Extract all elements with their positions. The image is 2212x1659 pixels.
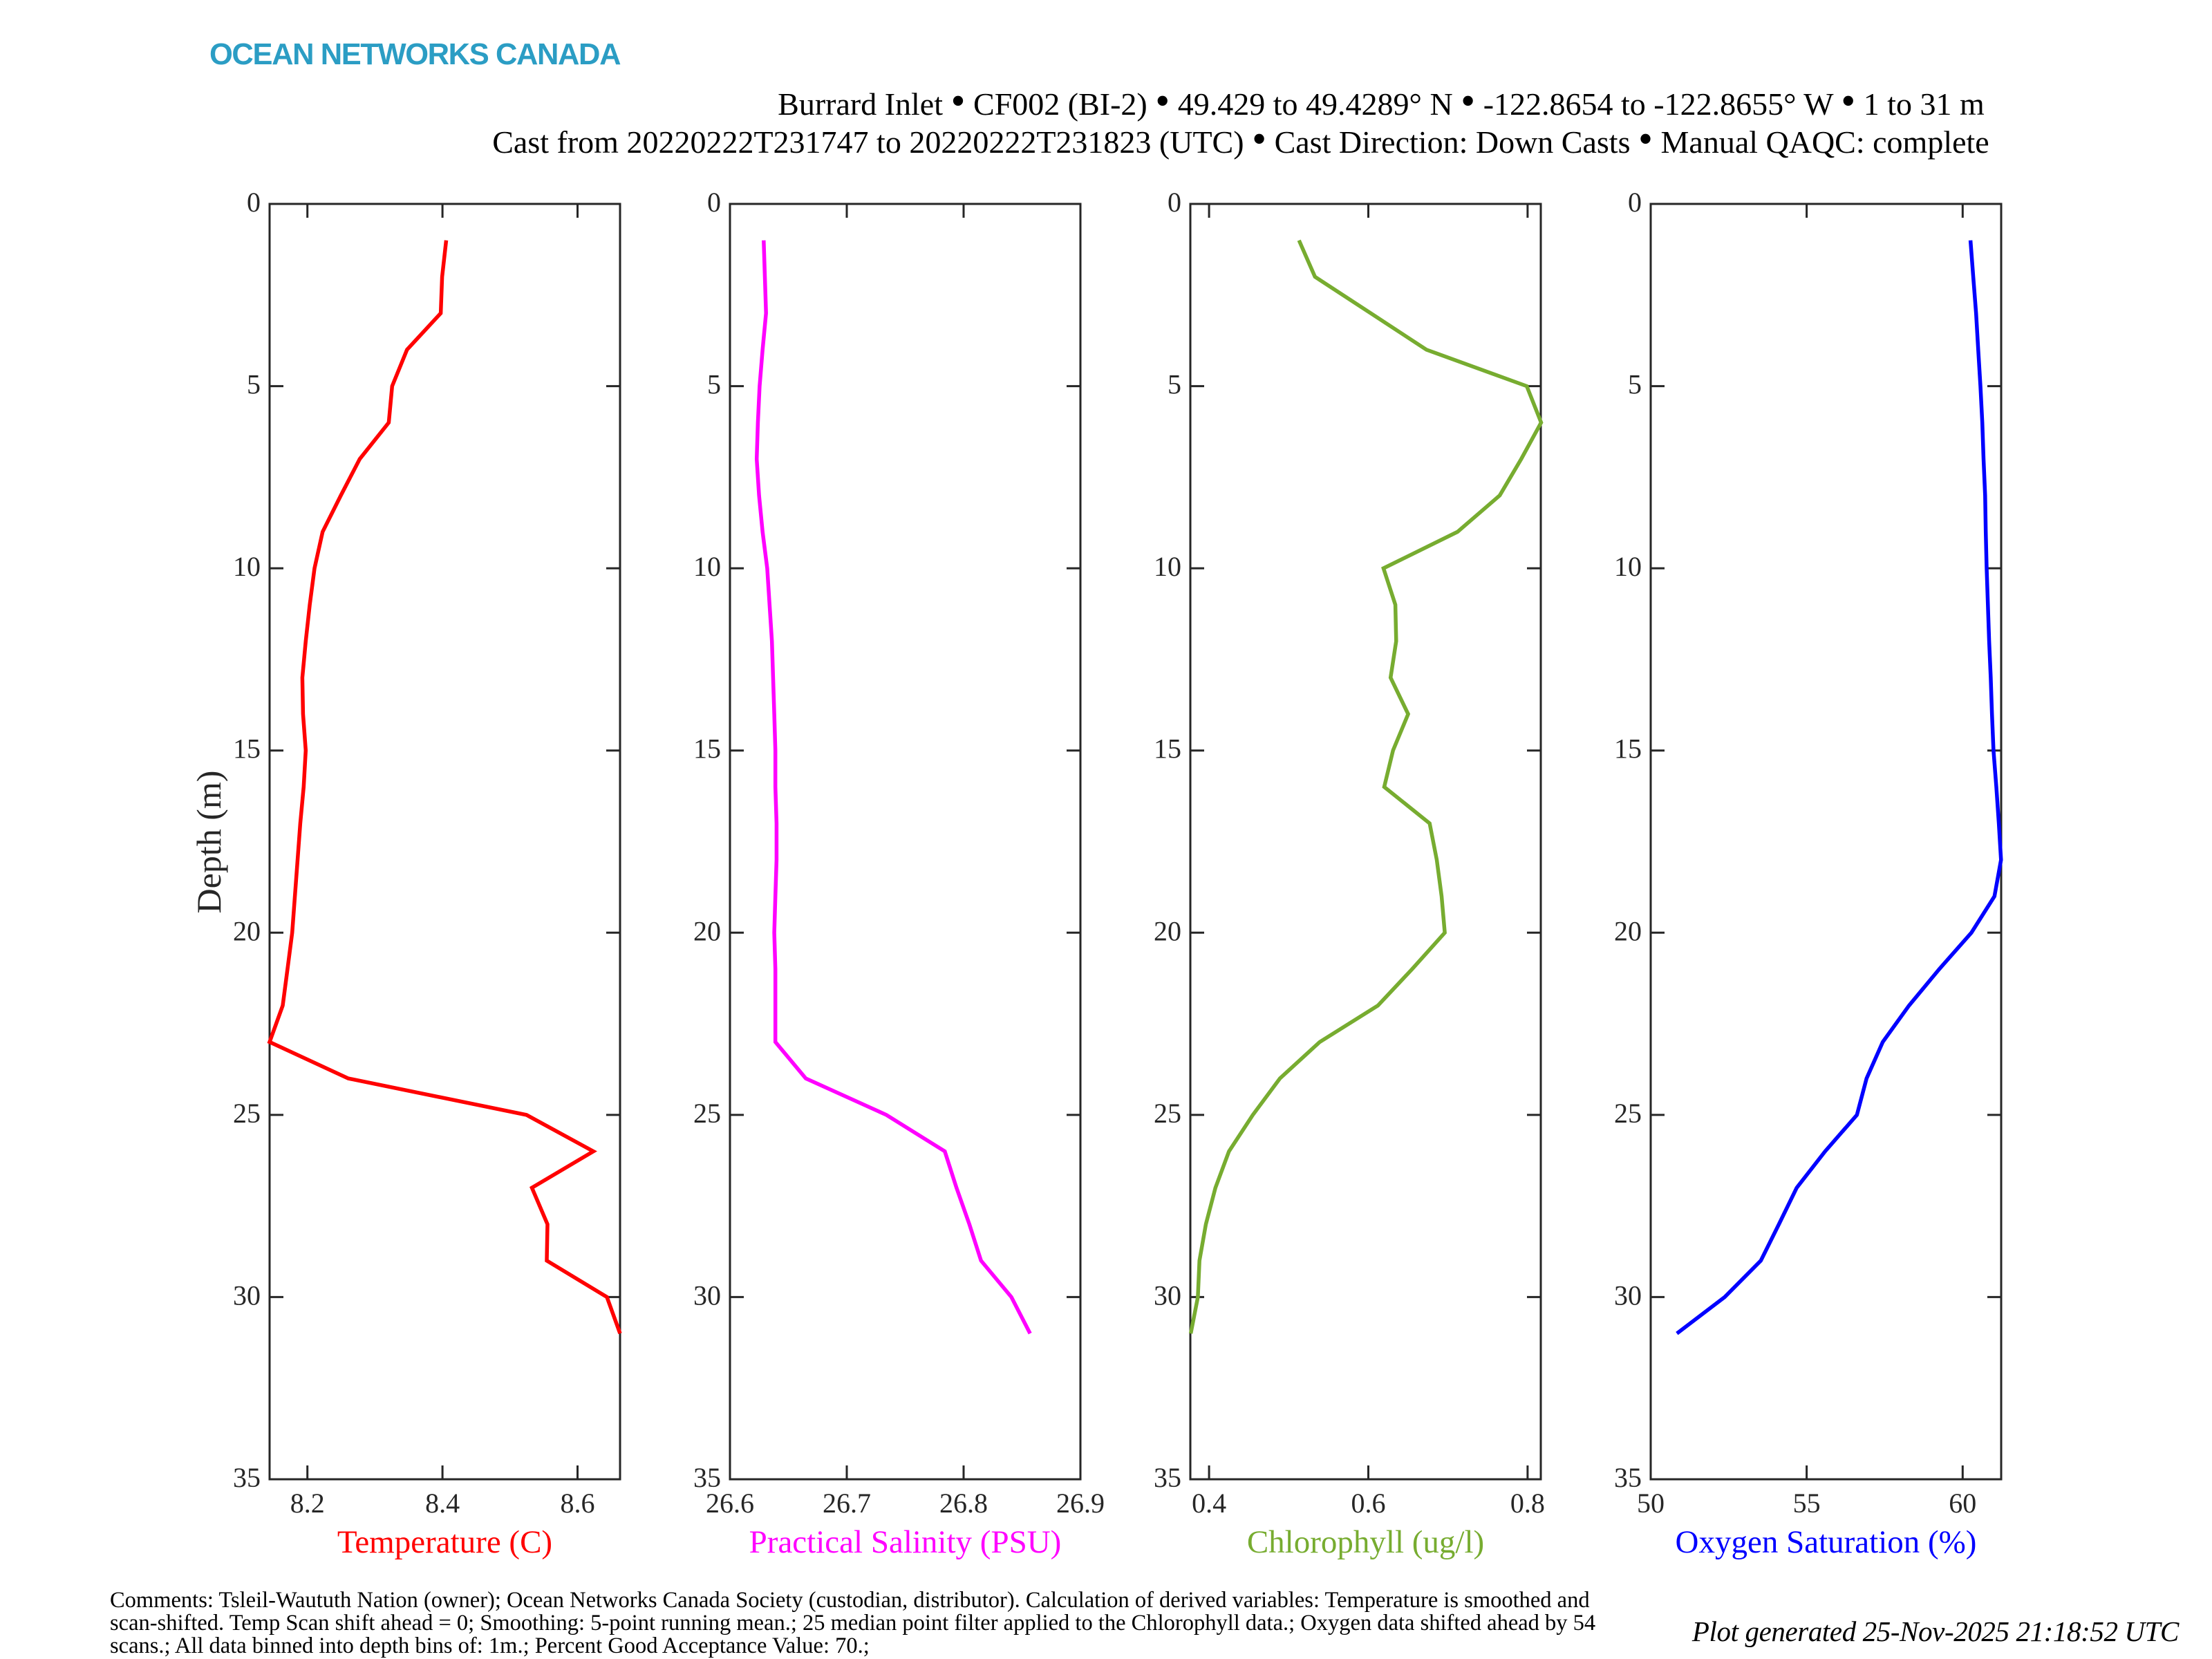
svg-text:15: 15 xyxy=(1614,733,1642,765)
svg-text:8.6: 8.6 xyxy=(561,1488,595,1519)
svg-text:60: 60 xyxy=(1949,1488,1976,1519)
svg-text:5: 5 xyxy=(1628,369,1642,400)
svg-text:0: 0 xyxy=(247,187,261,218)
svg-text:10: 10 xyxy=(693,551,721,582)
svg-text:Chlorophyll (ug/l): Chlorophyll (ug/l) xyxy=(1247,1524,1484,1560)
svg-text:15: 15 xyxy=(233,733,261,765)
svg-text:26.8: 26.8 xyxy=(939,1488,988,1519)
svg-text:10: 10 xyxy=(233,551,261,582)
svg-text:25: 25 xyxy=(233,1098,261,1129)
svg-text:20: 20 xyxy=(1614,915,1642,946)
svg-text:20: 20 xyxy=(233,915,261,946)
svg-text:Depth (m): Depth (m) xyxy=(189,771,228,914)
svg-text:Plot generated 25-Nov-2025 21:: Plot generated 25-Nov-2025 21:18:52 UTC xyxy=(1691,1615,2180,1647)
svg-text:0: 0 xyxy=(1628,187,1642,218)
svg-text:30: 30 xyxy=(1614,1280,1642,1311)
svg-text:55: 55 xyxy=(1793,1488,1821,1519)
svg-text:25: 25 xyxy=(693,1098,721,1129)
svg-text:25: 25 xyxy=(1614,1098,1642,1129)
svg-text:20: 20 xyxy=(693,915,721,946)
svg-text:Oxygen Saturation (%): Oxygen Saturation (%) xyxy=(1676,1524,1977,1560)
svg-text:Practical Salinity (PSU): Practical Salinity (PSU) xyxy=(749,1524,1062,1560)
svg-text:Comments: Tsleil-Waututh Natio: Comments: Tsleil-Waututh Nation (owner);… xyxy=(110,1588,1590,1613)
svg-text:0.4: 0.4 xyxy=(1192,1488,1226,1519)
svg-text:15: 15 xyxy=(1154,733,1181,765)
svg-text:0: 0 xyxy=(707,187,721,218)
svg-text:8.2: 8.2 xyxy=(290,1488,325,1519)
svg-text:35: 35 xyxy=(233,1462,261,1493)
svg-text:30: 30 xyxy=(693,1280,721,1311)
svg-text:scan-shifted. Temp Scan shift: scan-shifted. Temp Scan shift ahead = 0;… xyxy=(110,1611,1595,1635)
svg-text:5: 5 xyxy=(707,369,721,400)
svg-text:OCEAN NETWORKS CANADA: OCEAN NETWORKS CANADA xyxy=(209,38,621,71)
svg-text:8.4: 8.4 xyxy=(425,1488,460,1519)
svg-text:Temperature (C): Temperature (C) xyxy=(337,1524,552,1560)
svg-text:15: 15 xyxy=(693,733,721,765)
svg-text:26.6: 26.6 xyxy=(706,1488,754,1519)
svg-text:26.9: 26.9 xyxy=(1056,1488,1105,1519)
svg-text:0.6: 0.6 xyxy=(1351,1488,1386,1519)
svg-text:50: 50 xyxy=(1637,1488,1665,1519)
svg-text:30: 30 xyxy=(1154,1280,1181,1311)
svg-text:scans.; All data binned into d: scans.; All data binned into depth bins … xyxy=(110,1633,870,1658)
svg-text:35: 35 xyxy=(1614,1462,1642,1493)
svg-text:10: 10 xyxy=(1614,551,1642,582)
svg-text:20: 20 xyxy=(1154,915,1181,946)
svg-text:0.8: 0.8 xyxy=(1510,1488,1545,1519)
svg-text:5: 5 xyxy=(247,369,261,400)
svg-text:5: 5 xyxy=(1168,369,1181,400)
svg-text:25: 25 xyxy=(1154,1098,1181,1129)
svg-text:35: 35 xyxy=(693,1462,721,1493)
svg-text:35: 35 xyxy=(1154,1462,1181,1493)
svg-text:26.7: 26.7 xyxy=(823,1488,871,1519)
svg-text:30: 30 xyxy=(233,1280,261,1311)
svg-text:0: 0 xyxy=(1168,187,1181,218)
svg-text:10: 10 xyxy=(1154,551,1181,582)
